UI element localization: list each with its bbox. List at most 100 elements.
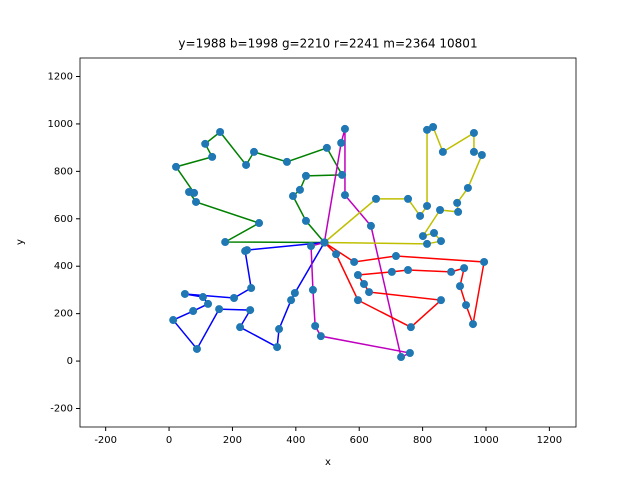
point <box>404 266 413 275</box>
point <box>436 206 445 215</box>
point <box>454 207 463 216</box>
point <box>405 349 414 358</box>
point <box>456 282 465 291</box>
point <box>340 191 349 200</box>
point <box>247 284 256 293</box>
point <box>468 320 477 329</box>
point <box>322 143 331 152</box>
point <box>469 147 478 156</box>
point <box>453 198 462 207</box>
point <box>192 344 201 353</box>
y-tick-label: 200 <box>54 309 73 320</box>
point <box>406 323 415 332</box>
x-tick-label: 1200 <box>537 435 562 446</box>
point <box>311 321 320 330</box>
point <box>391 252 400 261</box>
point <box>338 170 347 179</box>
point <box>190 188 199 197</box>
y-tick-label: 0 <box>67 356 73 367</box>
point <box>242 160 251 169</box>
point <box>189 307 198 316</box>
point <box>423 239 432 248</box>
point <box>463 183 472 192</box>
point <box>273 343 282 352</box>
x-tick-label: 800 <box>413 435 432 446</box>
point <box>416 211 425 220</box>
y-tick-label: 1000 <box>48 119 73 130</box>
x-tick-label: 0 <box>166 435 172 446</box>
point <box>204 299 213 308</box>
point <box>191 197 200 206</box>
plot-frame <box>79 57 577 428</box>
point <box>288 192 297 201</box>
point <box>295 185 304 194</box>
point <box>353 270 362 279</box>
point <box>255 219 264 228</box>
point <box>332 250 341 259</box>
x-axis-label: x <box>325 457 331 468</box>
x-tick-label: 200 <box>223 435 242 446</box>
point <box>397 353 406 362</box>
y-tick-label: 1200 <box>48 71 73 82</box>
point <box>418 232 427 241</box>
point <box>216 127 225 136</box>
point <box>287 296 296 305</box>
y-tick-label: 800 <box>54 166 73 177</box>
point <box>429 123 438 132</box>
point <box>423 125 432 134</box>
point <box>208 152 217 161</box>
point <box>301 216 310 225</box>
point <box>198 293 207 302</box>
x-tick-label: 1000 <box>473 435 498 446</box>
point <box>477 150 486 159</box>
y-tick-label: 400 <box>54 261 73 272</box>
point <box>469 128 478 137</box>
point <box>221 238 230 247</box>
point <box>230 293 239 302</box>
point <box>169 316 178 325</box>
point <box>337 138 346 147</box>
y-tick-label: -200 <box>50 404 73 415</box>
point <box>215 305 224 314</box>
point <box>462 301 471 310</box>
point <box>308 285 317 294</box>
point <box>365 288 374 297</box>
point <box>387 267 396 276</box>
point <box>404 194 413 203</box>
point <box>275 325 284 334</box>
point <box>290 289 299 298</box>
point <box>436 296 445 305</box>
y-tick-label: 600 <box>54 214 73 225</box>
point <box>241 247 250 256</box>
point <box>350 257 359 266</box>
x-tick-label: -200 <box>94 435 117 446</box>
y-axis-label: y <box>15 239 26 245</box>
x-tick-label: 600 <box>350 435 369 446</box>
point <box>320 238 329 247</box>
point <box>436 237 445 246</box>
point <box>180 289 189 298</box>
point <box>430 229 439 238</box>
point <box>359 280 368 289</box>
point <box>340 124 349 133</box>
point <box>423 201 432 210</box>
point <box>172 162 181 171</box>
point <box>236 323 245 332</box>
point <box>480 257 489 266</box>
point <box>282 157 291 166</box>
point <box>246 306 255 315</box>
point <box>301 171 310 180</box>
point <box>201 139 210 148</box>
point <box>438 147 447 156</box>
point <box>447 267 456 276</box>
point <box>460 264 469 273</box>
point <box>307 242 316 251</box>
point <box>372 194 381 203</box>
chart-title: y=1988 b=1998 g=2210 r=2241 m=2364 10801 <box>178 37 477 51</box>
point <box>366 221 375 230</box>
x-tick-label: 400 <box>286 435 305 446</box>
point <box>353 296 362 305</box>
point <box>316 332 325 341</box>
